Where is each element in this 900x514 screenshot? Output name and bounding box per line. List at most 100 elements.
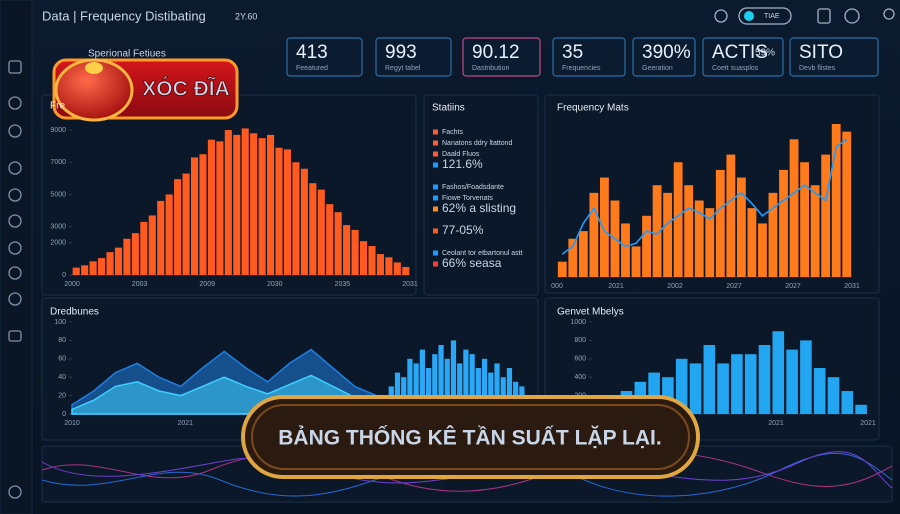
bar xyxy=(81,265,89,275)
bar xyxy=(736,177,746,277)
banner-inner xyxy=(251,404,690,470)
stat-text: 62% a slisting xyxy=(442,201,516,215)
sidebar-icons[interactable] xyxy=(8,60,22,499)
bar xyxy=(283,149,292,275)
bar xyxy=(233,134,241,275)
stat-text: Daald Fluos xyxy=(442,151,480,158)
bar xyxy=(106,252,114,275)
kpi-label: Regyt tabel xyxy=(385,65,421,72)
bar xyxy=(413,363,419,414)
top-icons[interactable] xyxy=(714,7,895,25)
banner-text: BẢNG THỐNG KÊ TẦN SUẤT LẶP LẠI. xyxy=(278,426,661,450)
bar xyxy=(786,349,798,414)
bar xyxy=(165,194,173,275)
banner: BẢNG THỐNG KÊ TẦN SUẤT LẶP LẠI. xyxy=(241,395,700,479)
bar xyxy=(481,358,488,414)
bar xyxy=(394,372,401,414)
sidebar xyxy=(0,0,33,514)
bar xyxy=(123,238,131,275)
header-period[interactable]: 2Y.60 xyxy=(235,11,257,21)
bar xyxy=(190,157,199,275)
bar xyxy=(207,139,215,275)
bar xyxy=(768,192,778,277)
bar xyxy=(652,185,662,277)
bar xyxy=(300,168,308,275)
bar xyxy=(140,221,148,275)
bar xyxy=(241,128,249,275)
stat-text: Ceolant tor etbartonul astt xyxy=(442,250,523,257)
bar xyxy=(267,134,275,275)
bar xyxy=(216,141,224,275)
chart-title: Genvet Mbelys xyxy=(557,307,624,318)
y-tick-label: 20 xyxy=(58,392,66,399)
kpi-value: 993 xyxy=(385,42,417,63)
bar xyxy=(72,267,80,275)
x-tick-label: 2035 xyxy=(335,281,351,288)
bar xyxy=(800,162,810,277)
stat-bullet xyxy=(433,140,438,146)
bar xyxy=(494,363,500,414)
bar xyxy=(469,354,475,414)
bar xyxy=(317,189,325,275)
kpi-label: Devb flistes xyxy=(799,65,836,72)
toggle-label[interactable]: TIAE xyxy=(764,13,780,20)
stat-bullet xyxy=(433,162,438,168)
x-tick-label: 2003 xyxy=(132,281,148,288)
bar xyxy=(98,258,106,275)
bar xyxy=(800,340,812,414)
bar xyxy=(432,354,438,414)
bar xyxy=(148,215,156,275)
bar xyxy=(385,257,393,275)
y-tick-label: 40 xyxy=(58,374,66,381)
y-tick-label: 100 xyxy=(54,319,66,326)
stat-text: 121.6% xyxy=(442,157,483,171)
stat-bullet xyxy=(433,129,438,135)
banner-frame xyxy=(241,395,700,479)
brand-name: XÓC ĐĨA xyxy=(142,77,230,101)
x-tick-label: 2031 xyxy=(402,281,418,288)
stats-list: Fachts Nanatons ddry ltattond Daald Fluos1… xyxy=(433,129,523,270)
bar xyxy=(758,345,771,414)
kpi-label: Dastnbution xyxy=(472,65,509,72)
stat-text: Fachts xyxy=(442,129,464,136)
header-title: Data | Frequency Distibating xyxy=(42,8,206,23)
bar xyxy=(663,192,673,277)
bar xyxy=(642,215,651,277)
bar xyxy=(589,192,599,277)
bar xyxy=(393,262,401,275)
chart-title: Frequency Mats xyxy=(557,103,629,114)
bar xyxy=(557,261,567,277)
bar xyxy=(599,177,609,277)
y-tick-label: 1000 xyxy=(570,319,586,326)
bar xyxy=(258,138,266,275)
y-tick-label: 80 xyxy=(58,337,66,344)
y-tick-label: 400 xyxy=(574,374,586,381)
bar xyxy=(715,169,725,277)
bar xyxy=(744,354,757,414)
bar xyxy=(673,162,683,277)
x-tick-label: 2009 xyxy=(199,281,215,288)
x-tick-label: 2002 xyxy=(667,283,683,290)
bar xyxy=(402,266,410,275)
bar xyxy=(694,200,704,277)
toggle-knob[interactable] xyxy=(744,11,754,21)
x-tick-label: 000 xyxy=(551,283,563,290)
bar xyxy=(578,231,588,277)
bar xyxy=(813,368,826,414)
kpi-value: 390% xyxy=(642,42,691,63)
bar xyxy=(343,225,351,275)
stat-bullet xyxy=(433,250,438,256)
y-tick-label: 5000 xyxy=(50,191,66,198)
y-tick-label: 0 xyxy=(62,411,66,418)
bar xyxy=(174,179,182,275)
kpi-label: Feeatured xyxy=(296,65,328,72)
kpi-card xyxy=(552,37,626,77)
stat-bullet xyxy=(433,184,438,190)
bar xyxy=(376,254,384,275)
x-tick-label: 2027 xyxy=(726,283,742,290)
y-tick-label: 800 xyxy=(574,337,586,344)
stat-text: 77-05% xyxy=(442,223,484,237)
kpi-row: 413 Feeatured 993 Regyt tabel 90.12 Dastnbuti… xyxy=(286,37,879,77)
bar xyxy=(438,345,444,414)
